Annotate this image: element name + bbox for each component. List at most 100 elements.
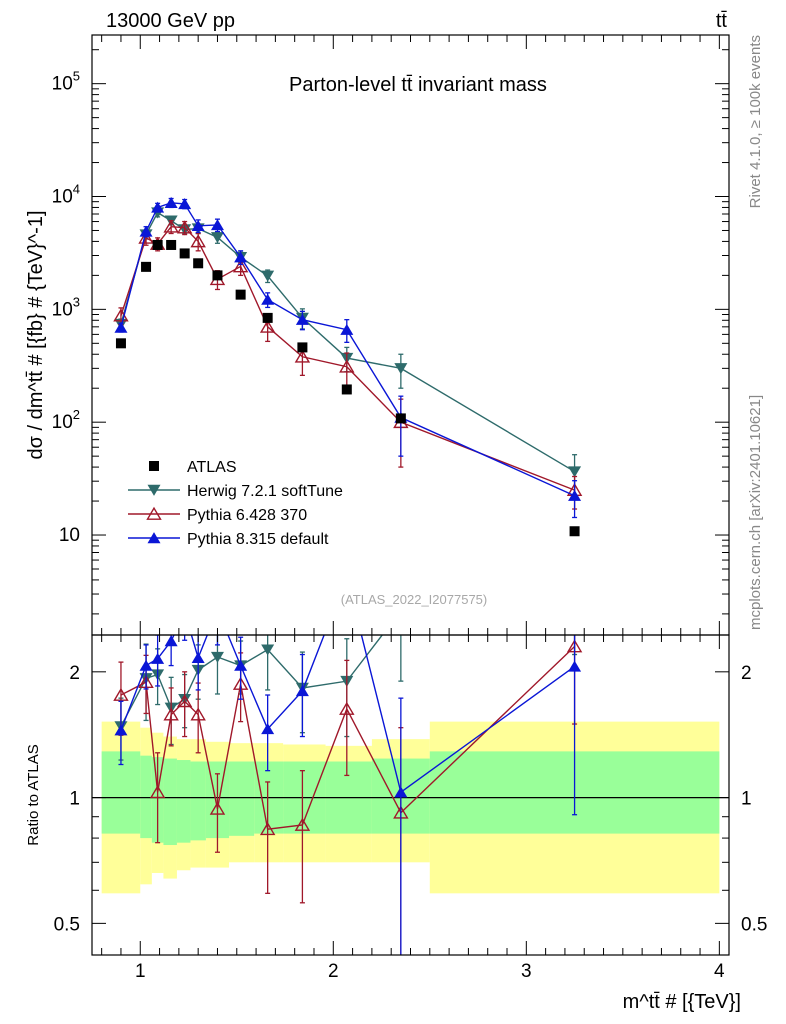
ratio-point-pythia8 xyxy=(394,786,408,798)
series-atlas xyxy=(115,239,580,537)
point-pythia6 xyxy=(190,234,206,248)
band-inner-bin xyxy=(140,755,152,839)
analysis-watermark: (ATLAS_2022_I2077575) xyxy=(341,592,487,607)
x-tick-label: 4 xyxy=(714,961,725,982)
point-pythia8 xyxy=(164,196,178,208)
point-pythia6 xyxy=(294,349,311,363)
legend-marker-herwig xyxy=(147,484,161,496)
point-herwig xyxy=(210,232,224,244)
legend-marker-atlas xyxy=(149,461,159,471)
point-pythia8 xyxy=(234,251,248,263)
legend-label-herwig: Herwig 7.2.1 softTune xyxy=(187,483,343,500)
point-atlas xyxy=(152,239,163,250)
point-pythia8 xyxy=(151,201,165,213)
ratio-point-pythia6 xyxy=(113,687,129,701)
point-atlas xyxy=(212,270,223,281)
legend-entry-herwig: Herwig 7.2.1 softTune xyxy=(128,483,343,500)
ratio-point-pythia6 xyxy=(176,694,193,708)
y-tick-label: 104 xyxy=(52,182,80,208)
ratio-y-tick-label-left: 2 xyxy=(69,663,80,684)
x-axis: 1 2 3 4 xyxy=(101,635,725,982)
ratio-point-pythia6 xyxy=(190,707,206,721)
ratio-panel: 0.5 0.5 1 1 2 2 1 2 3 4 Ratio to ATLAS m^tt̄ # [… xyxy=(25,571,768,1013)
legend-entry-pythia8: Pythia 8.315 default xyxy=(128,531,329,548)
series-pythia8 xyxy=(114,196,582,519)
x-tick-label: 2 xyxy=(328,961,339,982)
point-atlas xyxy=(341,384,352,395)
main-y-axis-title: dσ / dm^tt̄ # [{fb} # {TeV}^-1] xyxy=(25,210,47,459)
point-atlas xyxy=(235,289,246,300)
point-pythia6 xyxy=(138,230,154,244)
ratio-point-pythia8 xyxy=(568,660,582,672)
ratio-point-pythia8 xyxy=(191,652,205,664)
ratio-point-pythia8 xyxy=(114,724,128,736)
ratio-point-pythia6 xyxy=(339,701,355,715)
point-atlas xyxy=(141,261,152,272)
ratio-point-pythia8 xyxy=(340,571,353,582)
ratio-data-layer xyxy=(113,571,583,955)
point-atlas xyxy=(569,526,580,537)
point-pythia6 xyxy=(259,319,276,333)
y-tick-label-base: 10 xyxy=(52,412,73,433)
ratio-y-tick-label-left: 0.5 xyxy=(54,914,80,935)
point-atlas xyxy=(395,413,406,424)
ratio-point-pythia8 xyxy=(178,606,191,617)
ratio-y-tick-label-right: 2 xyxy=(741,663,752,684)
point-pythia8 xyxy=(191,219,205,232)
point-pythia8 xyxy=(139,225,153,237)
point-atlas xyxy=(166,239,177,250)
y-tick-label: 103 xyxy=(52,294,80,320)
band-inner-bin xyxy=(163,758,177,846)
main-data-layer xyxy=(113,196,583,537)
point-pythia8 xyxy=(568,489,582,501)
legend-entry-pythia6: Pythia 6.428 370 xyxy=(128,506,307,524)
ratio-y-axis: 0.5 0.5 1 1 2 2 xyxy=(54,663,768,936)
point-pythia8 xyxy=(114,321,128,333)
series-pythia6 xyxy=(113,219,583,510)
legend-marker-pythia6 xyxy=(146,506,162,520)
point-herwig xyxy=(394,363,408,375)
ratio-point-pythia8 xyxy=(164,635,178,647)
header-process: tt̄ xyxy=(716,10,728,32)
band-inner-bin xyxy=(229,761,255,836)
point-pythia6 xyxy=(339,359,355,373)
legend: ATLAS Herwig 7.2.1 softTune Pythia 6.428 3… xyxy=(128,459,343,548)
y-tick-label-base: 10 xyxy=(52,187,73,208)
ratio-point-pythia8 xyxy=(139,659,153,671)
point-pythia6 xyxy=(163,219,179,233)
series-line-pythia8 xyxy=(120,202,575,497)
ratio-point-pythia6 xyxy=(163,707,179,721)
ratio-y-tick-label-right: 1 xyxy=(741,789,752,810)
point-atlas xyxy=(262,312,273,323)
ratio-point-herwig xyxy=(394,606,407,617)
ratio-point-pythia6 xyxy=(149,784,166,799)
header-energy: 13000 GeV pp xyxy=(106,10,235,32)
ratio-point-pythia8 xyxy=(151,652,165,664)
x-tick-label: 3 xyxy=(521,961,532,982)
x-tick-label: 1 xyxy=(135,961,146,982)
ratio-point-herwig xyxy=(210,651,224,663)
point-pythia8 xyxy=(178,198,192,210)
ratio-point-pythia8 xyxy=(295,685,309,697)
ratio-y-axis-title: Ratio to ATLAS xyxy=(25,744,42,845)
point-atlas xyxy=(297,342,308,353)
ratio-series-pythia8 xyxy=(114,571,582,955)
band-inner-bin xyxy=(176,760,191,843)
legend-marker-pythia8 xyxy=(147,532,161,544)
y-tick-label-exponent: 3 xyxy=(73,294,80,309)
ratio-point-pythia6 xyxy=(294,817,311,831)
point-pythia8 xyxy=(261,293,275,305)
point-pythia6 xyxy=(176,220,193,234)
point-pythia8 xyxy=(210,219,224,231)
point-pythia8 xyxy=(295,313,309,325)
band-inner-bin xyxy=(190,761,206,841)
point-pythia8 xyxy=(340,323,354,335)
legend-label-pythia6: Pythia 6.428 370 xyxy=(187,507,307,524)
ratio-uncertainty-band xyxy=(92,721,729,894)
x-axis-title: m^tt̄ # [{TeV}] xyxy=(623,991,741,1013)
point-atlas xyxy=(193,258,204,269)
y-tick-label-exponent: 2 xyxy=(73,407,80,422)
legend-label-atlas: ATLAS xyxy=(187,459,237,476)
